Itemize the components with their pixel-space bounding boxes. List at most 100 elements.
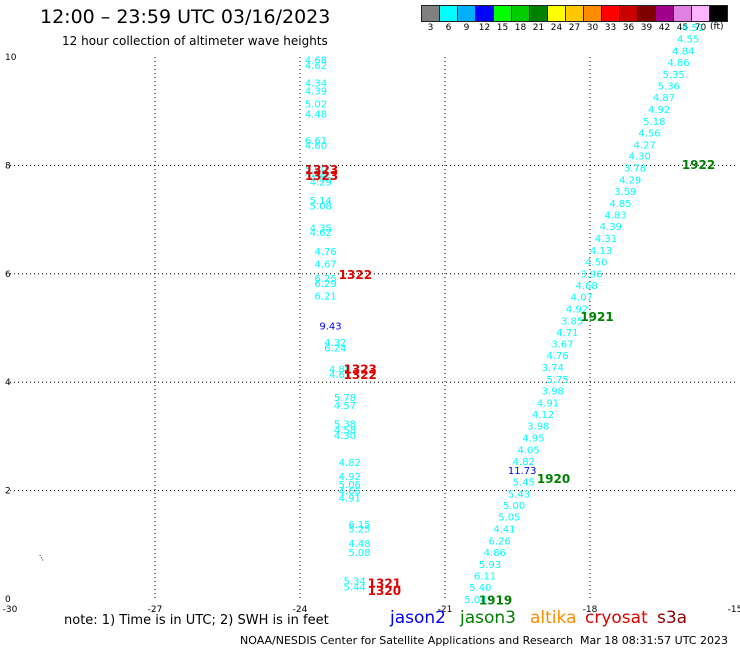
wave-height-label: 4.30 — [334, 431, 356, 442]
footer-credit: NOAA/NESDIS Center for Satellite Applica… — [240, 634, 574, 647]
wave-height-label: 4.31 — [595, 234, 617, 245]
y-tick-label: 0 — [5, 595, 11, 605]
wave-height-label: 6.24 — [324, 344, 346, 355]
wave-height-labels: 5.445.345.084.485.256.154.914.665.064.92… — [305, 23, 704, 606]
wave-height-label: 9.43 — [319, 321, 341, 332]
grid-lines — [10, 57, 735, 599]
wave-height-label: 5.35 — [663, 70, 685, 81]
wave-height-label: 3.59 — [614, 187, 636, 198]
wave-height-label: 5.43 — [508, 489, 530, 500]
wave-height-label: 5.18 — [643, 117, 665, 128]
wave-height-label: 5.93 — [479, 560, 501, 571]
pass-number-label: 1922 — [682, 158, 715, 172]
wave-height-label: 4.91 — [537, 398, 559, 409]
wave-height-label: 6.21 — [315, 291, 337, 302]
wave-height-label: 4.86 — [667, 58, 689, 69]
color-swatch: 42 — [655, 5, 674, 33]
stray-mark: … — [37, 551, 49, 562]
wave-height-label: 5.08 — [348, 548, 370, 559]
x-tick-label: -24 — [293, 605, 308, 615]
satellite-legend-item: jason2 — [390, 608, 446, 628]
wave-height-label: 4.82 — [339, 458, 361, 469]
wave-height-label: 4.13 — [590, 246, 612, 257]
color-swatch-label: 12 — [478, 23, 491, 33]
wave-height-label: 3.67 — [551, 340, 573, 351]
wave-height-label: 5.78 — [334, 393, 356, 404]
wave-height-label: 4.41 — [493, 525, 515, 536]
pass-number-label: 1323 — [344, 363, 377, 377]
y-tick-label: 10 — [5, 53, 17, 63]
wave-height-label: 4.39 — [600, 222, 622, 233]
wave-height-label: 4.55 — [677, 35, 699, 46]
wave-height-label: 5.75 — [547, 375, 569, 386]
wave-height-label: 5.25 — [348, 525, 370, 536]
x-tick-label: -27 — [148, 605, 163, 615]
tick-labels: -30 -27 -24 -21 -18 -15 0 2 4 6 8 10 — [3, 53, 740, 615]
wave-height-label: 4.62 — [310, 228, 332, 239]
color-swatch-label: 33 — [604, 23, 617, 33]
wave-height-label: 4.91 — [339, 494, 361, 505]
color-swatch-label: 70 — [694, 23, 707, 33]
x-tick-label: -15 — [728, 605, 740, 615]
x-tick-label: -18 — [583, 605, 598, 615]
color-scale-legend: 3 6 9 12 15 18 21 24 27 30 33 36 39 42 45 70 — [421, 5, 728, 33]
pass-number-label: 1320 — [368, 584, 401, 598]
wave-height-label: 4.86 — [484, 548, 506, 559]
chart-title: 12:00 – 23:59 UTC 03/16/2023 — [40, 6, 331, 28]
wave-height-label: 4.57 — [334, 401, 356, 412]
wave-height-label: 5.08 — [310, 202, 332, 213]
wave-height-label: 4.35 — [310, 224, 332, 235]
wave-height-label: 4.29 — [619, 175, 641, 186]
footer-note: note: 1) Time is in UTC; 2) SWH is in fe… — [64, 613, 329, 628]
wave-height-label: 5.90 — [305, 165, 327, 176]
color-swatch-label: 15 — [496, 23, 509, 33]
wave-height-label: 4.29 — [310, 178, 332, 189]
color-swatch-label: 3 — [427, 23, 434, 33]
pass-number-label: 1322 — [339, 268, 372, 282]
color-swatch-label: 18 — [514, 23, 527, 33]
wave-height-label: 5.14 — [310, 196, 332, 207]
satellite-legend-item: cryosat — [585, 608, 648, 628]
wave-height-label: 4.07 — [571, 293, 593, 304]
wave-height-label: 4.32 — [324, 338, 346, 349]
pass-number-label: 1921 — [580, 310, 613, 324]
wave-height-label: 4.48 — [348, 539, 370, 550]
wave-height-label: 4.60 — [305, 141, 327, 152]
wave-height-label: 4.87 — [653, 93, 675, 104]
wave-height-label: 3.96 — [580, 269, 602, 280]
satellite-legend-item: s3a — [657, 608, 688, 628]
wave-height-label: 5.00 — [503, 501, 525, 512]
wave-height-label: 4.85 — [609, 199, 631, 210]
wave-height-label: 4.55 — [310, 173, 332, 184]
color-swatch-label: 9 — [463, 23, 470, 33]
color-swatch-label: 24 — [550, 23, 563, 33]
wave-height-label: 4.92 — [339, 472, 361, 483]
wave-height-label: 5.40 — [469, 583, 491, 594]
color-swatch-label: 39 — [640, 23, 653, 33]
wave-height-label: 5.06 — [339, 480, 361, 491]
wave-height-label: 4.92 — [566, 304, 588, 315]
pass-number-label: 1322 — [344, 368, 377, 382]
wave-height-label: 4.84 — [672, 46, 694, 57]
color-swatch: 9 — [457, 5, 476, 33]
wave-height-label: 4.88 — [329, 365, 351, 376]
wave-height-label: 4.92 — [648, 105, 670, 116]
wave-height-label: 4.99 — [305, 169, 327, 180]
wave-height-label: 3.98 — [542, 386, 564, 397]
satellite-legend-item: jason3 — [460, 608, 516, 628]
color-swatch-label: 45 — [676, 23, 689, 33]
y-tick-label: 4 — [5, 378, 11, 388]
wave-height-label: 6.26 — [489, 536, 511, 547]
wave-height-label: 6.61 — [305, 136, 327, 147]
wave-height-label: 6.25 — [315, 274, 337, 285]
wave-height-label: 4.05 — [518, 445, 540, 456]
wave-height-label: 4.51 — [682, 23, 704, 34]
wave-height-label: 4.82 — [513, 457, 535, 468]
wave-height-label: 4.34 — [305, 78, 327, 89]
footer-timestamp: Mar 18 08:31:57 UTC 2023 — [580, 634, 728, 647]
color-swatch-label: 27 — [568, 23, 581, 33]
wave-height-label: 5.44 — [344, 583, 366, 594]
wave-height-label: 4.39 — [305, 87, 327, 98]
y-tick-label: 2 — [5, 487, 11, 497]
